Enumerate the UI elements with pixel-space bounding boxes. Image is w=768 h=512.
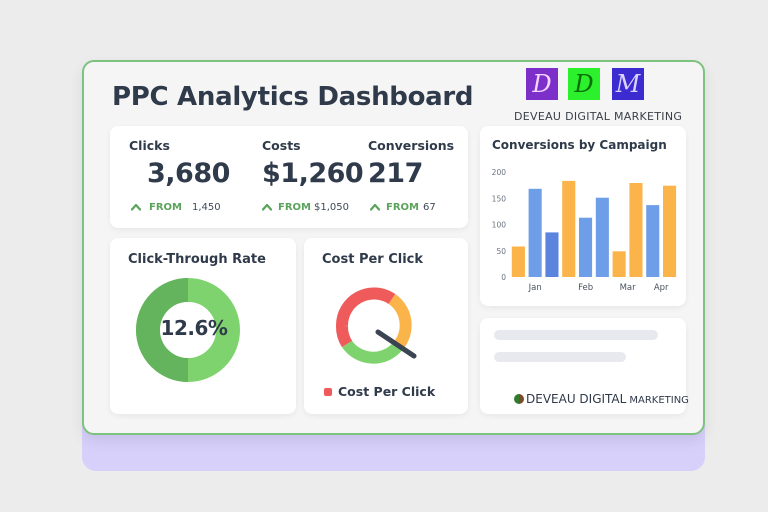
- chevron-up-icon: [262, 203, 272, 211]
- donut-hole: [160, 302, 216, 358]
- metric-conversions: Conversions 217 FROM 67: [368, 126, 466, 228]
- brand-card: DEVEAU DIGITAL MARKETING: [480, 318, 689, 414]
- from-word: FROM: [149, 202, 182, 213]
- chevron-up-icon: [370, 203, 380, 211]
- gauge-red-arc-end: [336, 325, 353, 348]
- cpc-legend: Cost Per Click: [324, 384, 435, 399]
- gauge-red-arc: [335, 287, 396, 327]
- bar: [595, 197, 609, 277]
- page-title: PPC Analytics Dashboard: [112, 82, 474, 112]
- from-word: FROM: [278, 202, 311, 213]
- y-tick-label: 0: [501, 273, 506, 282]
- cpc-card: Cost Per Click Cost Per Click: [304, 238, 468, 414]
- legend-swatch: [324, 388, 332, 396]
- metric-label: Clicks: [129, 138, 170, 153]
- x-tick-label: Jan: [528, 283, 542, 293]
- metric-clicks: Clicks 3,680 FROM 1,450: [129, 126, 249, 228]
- brand-footer-sub: MARKETING: [629, 395, 689, 406]
- x-tick-label: Feb: [578, 283, 593, 293]
- y-tick-label: 50: [496, 247, 506, 256]
- leaf-dot-icon: [514, 394, 524, 404]
- logo-tile-m-blue: M: [612, 68, 644, 100]
- metric-change: FROM 67: [370, 202, 436, 213]
- brand-name: DEVEAU DIGITAL MARKETING: [514, 110, 683, 123]
- from-value: 67: [422, 202, 436, 213]
- metric-change: FROM $1,050: [262, 202, 349, 213]
- ctr-card: Click-Through Rate 12.6%: [110, 238, 296, 414]
- ctr-value: 12.6%: [160, 316, 228, 340]
- metric-value: 3,680: [147, 158, 230, 189]
- conversions-chart-card: Conversions by Campaign 0 50 100 150 200 Jan F…: [480, 126, 686, 306]
- from-value: $1,050: [313, 202, 349, 213]
- metric-value: 217: [368, 158, 423, 189]
- from-value: 1,450: [191, 202, 221, 213]
- logo-tile-d-purple: D: [526, 68, 558, 100]
- kpi-card: Clicks 3,680 FROM 1,450 Costs $1,260 FROM…: [110, 126, 468, 228]
- bar: [562, 180, 576, 277]
- skeleton-line: [494, 330, 658, 340]
- gauge-green-arc: [342, 340, 403, 364]
- y-tick-label: 150: [492, 194, 507, 203]
- gauge-orange-arc: [388, 294, 412, 350]
- bar: [511, 246, 525, 277]
- bar: [663, 185, 677, 277]
- cpc-gauge: [335, 287, 417, 364]
- ctr-donut: [136, 278, 240, 382]
- metric-label: Costs: [262, 138, 301, 153]
- x-tick-label: Apr: [654, 283, 669, 293]
- bar: [545, 232, 559, 277]
- x-tick-label: Mar: [620, 283, 637, 293]
- metric-costs: Costs $1,260 FROM $1,050: [262, 126, 364, 228]
- bar: [528, 188, 542, 277]
- chevron-up-icon: [131, 203, 141, 211]
- gauge-needle: [375, 329, 417, 359]
- y-tick-label: 100: [492, 221, 507, 230]
- card-title: Cost Per Click: [322, 252, 424, 267]
- brand-footer-main: DEVEAU DIGITAL: [526, 392, 627, 406]
- legend-label: Cost Per Click: [338, 384, 436, 399]
- metric-value: $1,260: [262, 158, 364, 189]
- bar: [579, 217, 593, 277]
- skeleton-line: [494, 352, 626, 362]
- conversions-bar-chart: 0 50 100 150 200 Jan Feb Mar Apr: [492, 168, 677, 293]
- bar: [629, 183, 643, 277]
- metric-change: FROM 1,450: [131, 202, 221, 213]
- logo-tile-d-green: D: [568, 68, 600, 100]
- y-tick-label: 200: [492, 168, 507, 177]
- from-word: FROM: [386, 202, 419, 213]
- donut-segment: [136, 278, 189, 382]
- metric-label: Conversions: [368, 138, 455, 153]
- brand-footer: DEVEAU DIGITAL MARKETING: [514, 388, 689, 407]
- card-title: Click-Through Rate: [128, 252, 266, 267]
- dashboard-window: PPC Analytics Dashboard D D M DEVEAU DIG…: [82, 60, 705, 435]
- bar: [612, 251, 626, 277]
- bar: [646, 205, 660, 277]
- chart-title: Conversions by Campaign: [492, 138, 667, 152]
- brand-logo: D D M: [526, 68, 676, 102]
